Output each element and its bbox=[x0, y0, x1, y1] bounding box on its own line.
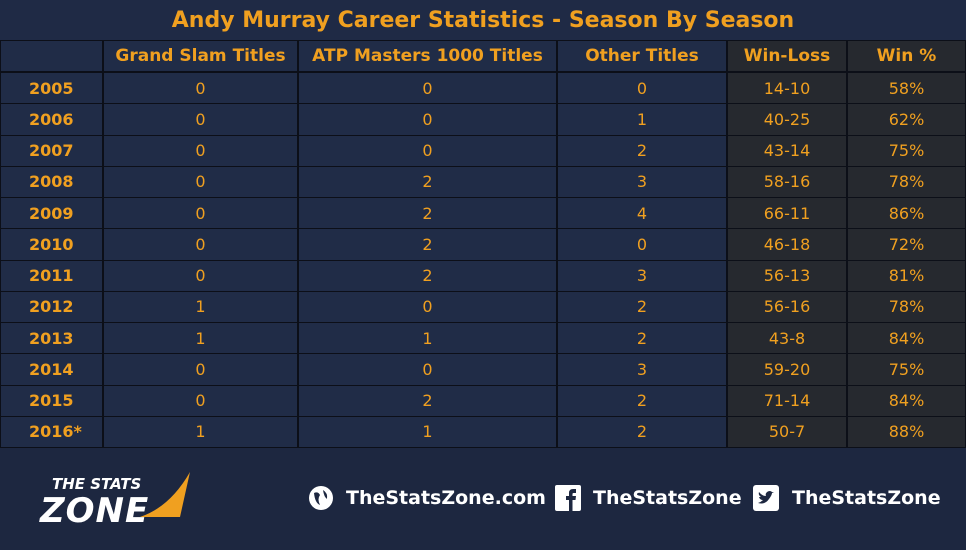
cell: 1 bbox=[103, 290, 298, 323]
cell: 2 bbox=[298, 259, 557, 292]
cell: 3 bbox=[557, 165, 727, 198]
column-header: Other Titles bbox=[557, 40, 727, 72]
cell: 0 bbox=[557, 228, 727, 261]
cell: 78% bbox=[847, 165, 966, 198]
cell: 0 bbox=[103, 165, 298, 198]
cell: 58-16 bbox=[727, 165, 847, 198]
cell: 2 bbox=[557, 384, 727, 417]
cell: 75% bbox=[847, 353, 966, 386]
cell: 43-8 bbox=[727, 322, 847, 355]
row-header: 2014 bbox=[0, 353, 103, 386]
cell: 75% bbox=[847, 134, 966, 167]
column-header: ATP Masters 1000 Titles bbox=[298, 40, 557, 72]
cell: 59-20 bbox=[727, 353, 847, 386]
twitter-link[interactable]: TheStatsZone bbox=[792, 487, 941, 509]
footer: THE STATS ZONE TheStatsZone.com TheStats… bbox=[0, 447, 966, 550]
cell: 46-18 bbox=[727, 228, 847, 261]
column-header bbox=[0, 40, 103, 72]
cell: 3 bbox=[557, 353, 727, 386]
row-header: 2011 bbox=[0, 259, 103, 292]
cell: 81% bbox=[847, 259, 966, 292]
cell: 0 bbox=[557, 72, 727, 105]
row-header: 2015 bbox=[0, 384, 103, 417]
title: Andy Murray Career Statistics - Season B… bbox=[0, 0, 966, 40]
cell: 62% bbox=[847, 103, 966, 136]
logo-swoosh bbox=[140, 472, 190, 517]
cell: 0 bbox=[103, 228, 298, 261]
cell: 0 bbox=[103, 197, 298, 230]
cell: 0 bbox=[103, 103, 298, 136]
cell: 78% bbox=[847, 290, 966, 323]
row-header: 2010 bbox=[0, 228, 103, 261]
cell: 1 bbox=[298, 322, 557, 355]
row-header: 2016* bbox=[0, 415, 103, 448]
cell: 56-16 bbox=[727, 290, 847, 323]
cell: 3 bbox=[557, 259, 727, 292]
cell: 0 bbox=[298, 290, 557, 323]
cell: 88% bbox=[847, 415, 966, 448]
cell: 1 bbox=[103, 322, 298, 355]
logo-bottom: ZONE bbox=[40, 491, 150, 531]
cell: 71-14 bbox=[727, 384, 847, 417]
row-header: 2006 bbox=[0, 103, 103, 136]
cell: 1 bbox=[103, 415, 298, 448]
column-header: Win-Loss bbox=[727, 40, 847, 72]
cell: 0 bbox=[103, 134, 298, 167]
row-header: 2007 bbox=[0, 134, 103, 167]
twitter-icon bbox=[753, 485, 779, 511]
cell: 0 bbox=[298, 103, 557, 136]
cell: 40-25 bbox=[727, 103, 847, 136]
row-header: 2012 bbox=[0, 290, 103, 323]
column-header: Grand Slam Titles bbox=[103, 40, 298, 72]
cell: 2 bbox=[298, 384, 557, 417]
cell: 2 bbox=[557, 290, 727, 323]
column-header: Win % bbox=[847, 40, 966, 72]
cell: 1 bbox=[298, 415, 557, 448]
cell: 0 bbox=[103, 353, 298, 386]
cell: 14-10 bbox=[727, 72, 847, 105]
cell: 0 bbox=[298, 72, 557, 105]
globe-icon bbox=[309, 486, 333, 510]
cell: 0 bbox=[298, 353, 557, 386]
cell: 2 bbox=[557, 134, 727, 167]
cell: 4 bbox=[557, 197, 727, 230]
facebook-icon bbox=[555, 485, 581, 511]
cell: 58% bbox=[847, 72, 966, 105]
cell: 0 bbox=[103, 72, 298, 105]
cell: 2 bbox=[557, 322, 727, 355]
cell: 0 bbox=[103, 384, 298, 417]
cell: 0 bbox=[298, 134, 557, 167]
row-header: 2013 bbox=[0, 322, 103, 355]
cell: 2 bbox=[298, 228, 557, 261]
cell: 56-13 bbox=[727, 259, 847, 292]
logo-top: THE STATS bbox=[52, 475, 142, 493]
row-header: 2008 bbox=[0, 165, 103, 198]
row-header: 2009 bbox=[0, 197, 103, 230]
cell: 2 bbox=[298, 197, 557, 230]
facebook-link[interactable]: TheStatsZone bbox=[593, 487, 742, 509]
cell: 72% bbox=[847, 228, 966, 261]
cell: 84% bbox=[847, 384, 966, 417]
cell: 0 bbox=[103, 259, 298, 292]
cell: 43-14 bbox=[727, 134, 847, 167]
website-link[interactable]: TheStatsZone.com bbox=[346, 487, 546, 509]
cell: 50-7 bbox=[727, 415, 847, 448]
cell: 86% bbox=[847, 197, 966, 230]
cell: 1 bbox=[557, 103, 727, 136]
cell: 2 bbox=[298, 165, 557, 198]
cell: 66-11 bbox=[727, 197, 847, 230]
cell: 84% bbox=[847, 322, 966, 355]
cell: 2 bbox=[557, 415, 727, 448]
row-header: 2005 bbox=[0, 72, 103, 105]
